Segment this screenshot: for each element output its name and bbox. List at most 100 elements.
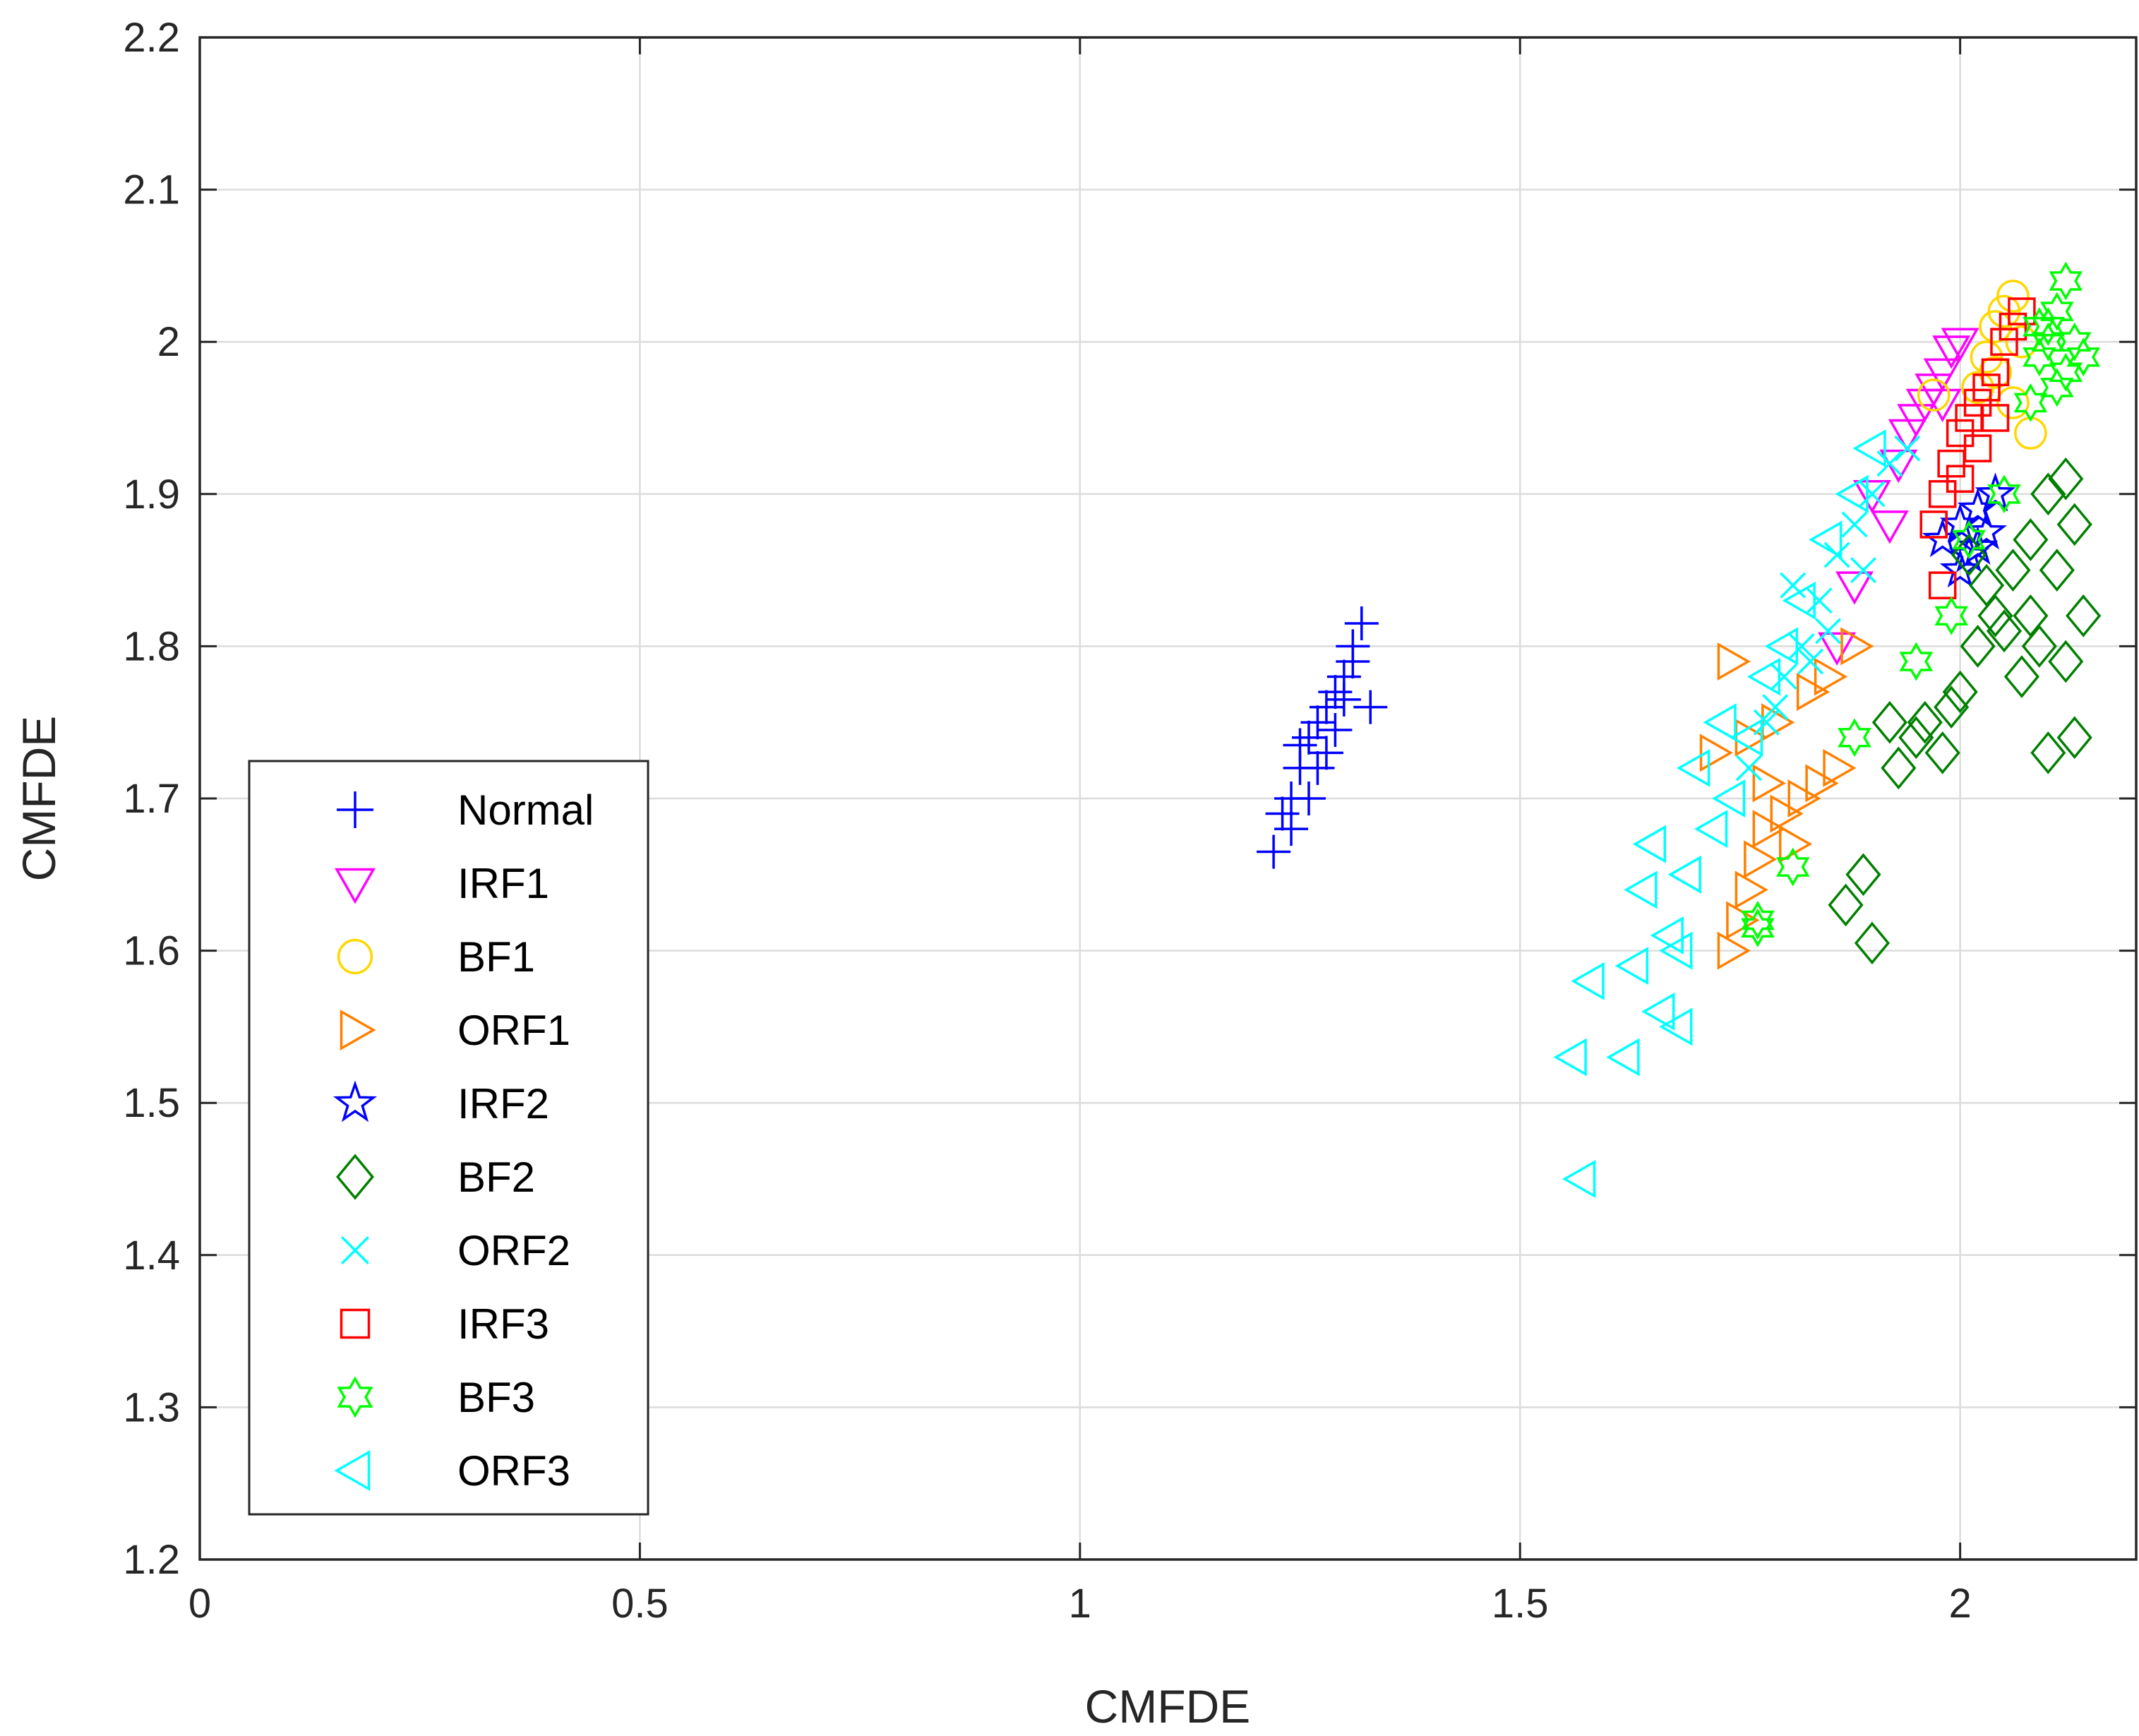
data-point-bf2	[2030, 731, 2066, 774]
data-point-bf2	[1845, 853, 1881, 897]
data-point-irf1	[1818, 632, 1857, 666]
data-point-bf2	[1968, 563, 2005, 607]
data-point-bf2	[2039, 549, 2075, 592]
data-point-bf2	[1871, 700, 1907, 744]
data-point-orf1	[1734, 870, 1768, 909]
data-point-irf1	[1835, 571, 1874, 605]
data-point-orf3	[1852, 429, 1886, 468]
legend-marker-irf2	[332, 1080, 378, 1123]
data-point-bf2	[1942, 670, 1978, 714]
data-point-bf2	[1977, 594, 2013, 637]
data-point-orf3	[1782, 581, 1816, 620]
data-point-orf3	[1659, 1007, 1693, 1046]
data-point-orf3	[1562, 1159, 1596, 1199]
x-tick-label: 1.5	[1492, 1581, 1549, 1627]
legend-label: ORF1	[457, 1007, 570, 1054]
data-point-orf1	[1840, 627, 1874, 666]
data-point-orf2	[1797, 648, 1824, 675]
data-point-irf3	[1919, 510, 1948, 539]
legend-entry-orf3: ORF3	[334, 1447, 570, 1495]
data-point-orf3	[1650, 916, 1684, 955]
data-point-bf3	[2057, 322, 2092, 361]
data-point-bf3	[1899, 642, 1934, 681]
data-point-normal	[1336, 644, 1370, 678]
legend-marker-orf2	[341, 1236, 369, 1264]
data-point-orf2	[1753, 709, 1780, 736]
data-point-bf2	[2013, 518, 2049, 561]
x-axis-title: CMFDE	[1085, 1680, 1251, 1732]
legend-entry-normal: Normal	[337, 786, 594, 834]
data-point-orf2	[1850, 557, 1877, 584]
data-point-normal	[1326, 682, 1361, 717]
data-point-irf3	[1946, 419, 1975, 448]
y-tick-label: 2.1	[123, 167, 180, 213]
data-point-irf1	[1852, 480, 1891, 514]
data-point-bf2	[1898, 716, 1934, 760]
data-point-normal	[1353, 690, 1388, 724]
data-point-orf3	[1711, 779, 1746, 818]
data-point-irf2	[1939, 549, 1981, 588]
legend: Normal IRF1 BF1 ORF1 IRF2 BF2 ORF2 IRF3 BF3 ORF3	[248, 760, 649, 1516]
data-point-irf3	[1946, 465, 1975, 493]
data-point-bf1	[1987, 294, 2021, 328]
data-point-orf2	[1841, 511, 1868, 538]
data-point-bf2	[1854, 921, 1891, 965]
y-tick-label: 1.5	[123, 1080, 180, 1126]
data-point-bf1	[1979, 355, 2012, 389]
data-point-bf3	[2049, 261, 2083, 301]
data-point-irf1	[1923, 358, 1962, 392]
data-point-orf2	[1780, 572, 1807, 599]
data-point-orf2	[1735, 755, 1762, 782]
y-tick-label: 1.4	[123, 1233, 180, 1279]
data-point-orf3	[1659, 931, 1693, 970]
data-point-orf2	[1876, 450, 1903, 477]
data-point-orf1	[1744, 840, 1778, 879]
data-point-orf3	[1694, 810, 1728, 849]
data-point-orf3	[1606, 1038, 1640, 1077]
data-point-bf2	[1881, 746, 1917, 790]
legend-label: BF3	[457, 1374, 535, 1421]
legend-label: BF2	[457, 1154, 535, 1201]
data-point-bf2	[2048, 457, 2084, 501]
axis-ticks: 0 0.5 1 1.5 2 1.2 1.3 1.4 1.5 1.6 1.7 1.8 1.9 2 2.1 2.2	[123, 15, 2136, 1627]
data-point-bf2	[1960, 625, 1996, 668]
data-points	[1257, 261, 2102, 1199]
data-point-orf1	[1752, 764, 1786, 803]
y-tick-label: 2.2	[123, 15, 180, 61]
legend-label: IRF1	[457, 860, 549, 907]
legend-label: ORF3	[457, 1447, 570, 1495]
data-point-orf3	[1614, 947, 1649, 986]
y-tick-label: 2	[157, 319, 180, 365]
legend-label: Normal	[457, 786, 594, 834]
y-tick-label: 1.8	[123, 623, 180, 669]
data-point-orf3	[1746, 657, 1781, 696]
data-point-orf1	[1823, 748, 1857, 787]
data-point-normal	[1283, 728, 1317, 762]
data-point-irf1	[1879, 449, 1918, 484]
data-point-irf3	[1972, 373, 2001, 402]
data-point-irf2	[1966, 510, 2008, 550]
legend-marker-normal	[337, 791, 373, 828]
series-bf3	[1741, 261, 2101, 947]
data-point-orf1	[1717, 642, 1751, 681]
data-point-orf1	[1752, 810, 1786, 849]
data-point-orf2	[1788, 633, 1815, 659]
data-point-normal	[1344, 606, 1379, 641]
data-point-bf3	[1952, 520, 1986, 559]
data-point-normal	[1318, 675, 1353, 710]
legend-label: ORF2	[457, 1227, 570, 1274]
legend-marker-orf3	[334, 1449, 371, 1492]
data-point-orf1	[1805, 764, 1839, 803]
legend-entry-irf2: IRF2	[332, 1080, 549, 1127]
data-point-bf2	[1986, 609, 2023, 653]
data-point-bf2	[2056, 503, 2092, 546]
data-point-orf3	[1703, 703, 1737, 742]
data-point-irf3	[2008, 297, 2036, 325]
data-point-orf2	[1859, 481, 1886, 508]
data-point-orf2	[1815, 618, 1842, 645]
legend-entry-orf1: ORF1	[340, 1007, 570, 1054]
data-point-orf2	[1806, 587, 1833, 614]
data-point-normal	[1257, 834, 1291, 869]
data-point-irf2	[1975, 472, 2016, 512]
